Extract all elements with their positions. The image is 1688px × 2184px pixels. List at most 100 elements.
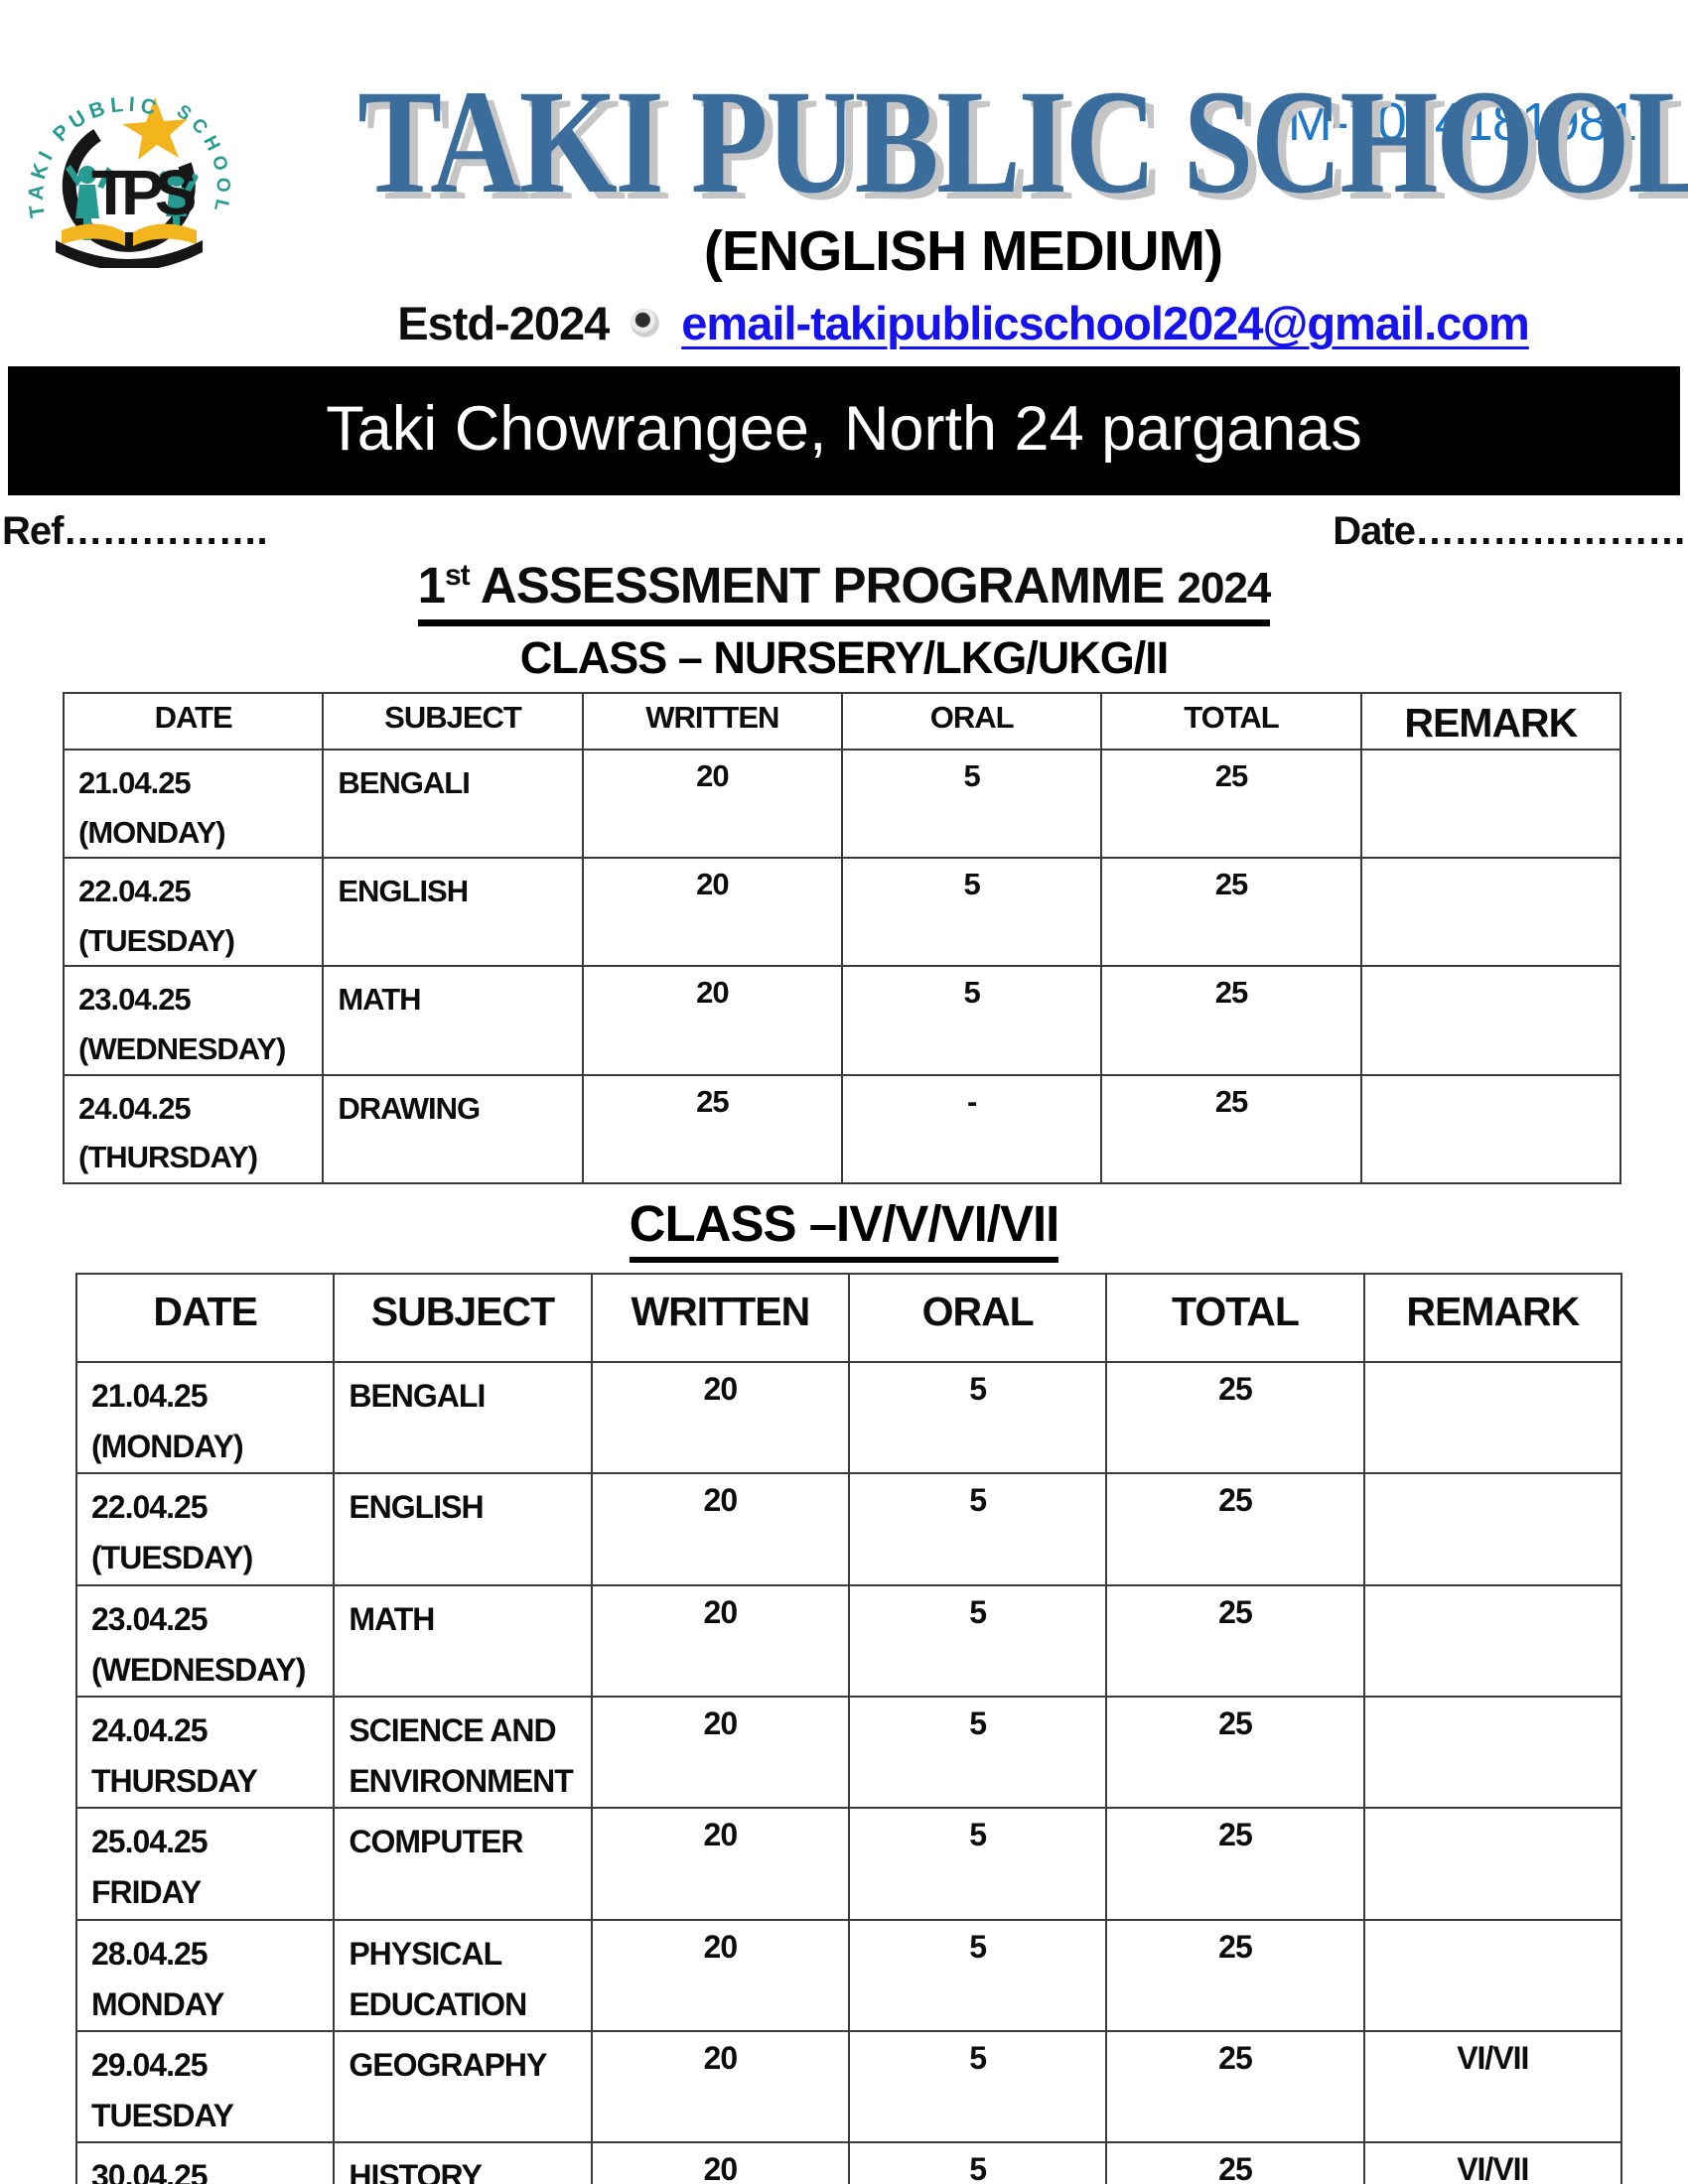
cell-written: 20: [590, 1472, 850, 1586]
cell-remark: VI/VII: [1362, 2141, 1623, 2184]
cell-written: 25: [581, 1073, 843, 1184]
table-row: 22.04.25 (TUESDAY) ENGLISH 20 5 25: [62, 857, 1622, 968]
cell-oral: 5: [847, 1360, 1108, 1475]
cell-written: 20: [590, 1807, 850, 1921]
cell-remark: [1359, 965, 1622, 1076]
logo-child-right-icon: [159, 171, 199, 235]
table-row: 21.04.25 (MONDAY) BENGALI 20 5 25: [62, 748, 1622, 860]
logo-star-icon: [122, 97, 188, 160]
cell-date: 21.04.25 (MONDAY): [62, 748, 325, 860]
cell-oral: 5: [847, 2141, 1108, 2184]
cell-oral: 5: [840, 857, 1103, 968]
cell-total: 25: [1105, 1472, 1365, 1586]
class-heading-nursery: CLASS – NURSERY/LKG/UKG/II: [519, 632, 1169, 683]
title-year: 2024: [1177, 564, 1272, 613]
cell-total: 25: [1105, 1918, 1365, 2033]
cell-total: 25: [1100, 1073, 1362, 1184]
cell-total: 25: [1105, 2029, 1365, 2144]
table-header-row: DATE SUBJECT WRITTEN ORAL TOTAL REMARK: [62, 692, 1622, 751]
column-header-date: DATE: [62, 692, 325, 751]
cell-date: 23.04.25 (WEDNESDAY): [74, 1583, 336, 1698]
cell-written: 20: [590, 1918, 850, 2033]
cell-remark: VI/VII: [1362, 2029, 1623, 2144]
title-text: ASSESSMENT PROGRAMME: [469, 557, 1178, 614]
assessment-table-senior: DATE SUBJECT WRITTEN ORAL TOTAL REMARK 21.04.…: [74, 1272, 1623, 2184]
table-row: 22.04.25 (TUESDAY) ENGLISH 20 5 25: [74, 1472, 1623, 1586]
cell-date: 24.04.25 THURSDAY: [74, 1695, 336, 1810]
column-header-written: WRITTEN: [581, 692, 843, 751]
cell-remark: [1359, 1073, 1622, 1184]
table-row: 28.04.25 MONDAY PHYSICAL EDUCATION 20 5 25: [74, 1918, 1623, 2033]
bullet-icon: [631, 309, 660, 338]
cell-oral: 5: [847, 1695, 1108, 1810]
cell-subject: HISTORY: [333, 2141, 593, 2184]
cell-written: 20: [581, 965, 843, 1076]
cell-total: 25: [1100, 965, 1362, 1076]
cell-subject: MATH: [322, 965, 584, 1076]
cell-date: 23.04.25 (WEDNESDAY): [62, 965, 325, 1076]
cell-written: 20: [590, 1360, 850, 1475]
cell-date: 22.04.25 (TUESDAY): [74, 1472, 336, 1586]
logo-child-left-icon: [66, 165, 112, 240]
address-banner: Taki Chowrangee, North 24 parganas: [8, 366, 1680, 495]
cell-subject: PHYSICAL EDUCATION: [333, 1918, 593, 2033]
cell-date: 28.04.25 MONDAY: [74, 1918, 336, 2033]
cell-date: 22.04.25 (TUESDAY): [62, 857, 325, 968]
cell-oral: 5: [847, 1472, 1108, 1586]
header: M-7074181981 TAKI PUBLIC SCHOOL: [0, 68, 1688, 350]
table-row: 29.04.25 TUESDAY GEOGRAPHY 20 5 25 VI/VII: [74, 2029, 1623, 2144]
cell-total: 25: [1105, 1583, 1365, 1698]
estd-label: Estd-2024: [397, 297, 610, 349]
phone-number: M-7074181981: [1287, 92, 1637, 152]
cell-oral: 5: [840, 965, 1103, 1076]
cell-subject: ENGLISH: [333, 1472, 593, 1586]
cell-total: 25: [1105, 1360, 1365, 1475]
title-number: 1: [417, 557, 446, 614]
school-name: TAKI PUBLIC SCHOOL: [357, 60, 1688, 224]
cell-remark: [1359, 857, 1622, 968]
column-header-date: DATE: [74, 1272, 336, 1363]
logo-monogram: TPS: [91, 157, 196, 228]
cell-date: 24.04.25 (THURSDAY): [62, 1073, 325, 1184]
cell-date: 25.04.25 FRIDAY: [74, 1807, 336, 1921]
cell-remark: [1359, 748, 1622, 860]
cell-remark: [1362, 1695, 1623, 1810]
cell-remark: [1362, 1360, 1623, 1475]
cell-total: 25: [1105, 2141, 1365, 2184]
ref-date-row: Ref……………. Date…………………: [0, 495, 1688, 554]
column-header-written: WRITTEN: [590, 1272, 850, 1363]
cell-subject: SCIENCE AND ENVIRONMENT: [333, 1695, 593, 1810]
cell-oral: -: [840, 1073, 1103, 1184]
school-logo-icon: TAKI PUBLIC SCHOOL: [25, 91, 232, 271]
cell-date: 30.04.25 WEDNESDAY: [74, 2141, 336, 2184]
table-row: 23.04.25 (WEDNESDAY) MATH 20 5 25: [62, 965, 1622, 1076]
cell-remark: [1362, 1472, 1623, 1586]
cell-subject: GEOGRAPHY: [333, 2029, 593, 2144]
cell-subject: MATH: [333, 1583, 593, 1698]
column-header-subject: SUBJECT: [333, 1272, 593, 1363]
cell-written: 20: [590, 1583, 850, 1698]
cell-remark: [1362, 1807, 1623, 1921]
cell-total: 25: [1100, 748, 1362, 860]
programme-title: 1st ASSESSMENT PROGRAMME 2024: [0, 556, 1688, 626]
cell-date: 21.04.25 (MONDAY): [74, 1360, 336, 1475]
cell-oral: 5: [847, 1918, 1108, 2033]
cell-written: 20: [590, 2141, 850, 2184]
cell-written: 20: [581, 748, 843, 860]
column-header-subject: SUBJECT: [322, 692, 584, 751]
column-header-total: TOTAL: [1105, 1272, 1365, 1363]
cell-date: 29.04.25 TUESDAY: [74, 2029, 336, 2144]
email-link[interactable]: email-takipublicschool2024@gmail.com: [681, 297, 1530, 349]
cell-total: 25: [1105, 1695, 1365, 1810]
ref-label: Ref…………….: [2, 509, 268, 553]
cell-remark: [1362, 1918, 1623, 2033]
date-label: Date…………………: [1333, 509, 1687, 553]
column-header-oral: ORAL: [840, 692, 1103, 751]
estd-line: Estd-2024 email-takipublicschool2024@gma…: [238, 296, 1688, 350]
table-row: 30.04.25 WEDNESDAYHISTORY20525VI/VII: [74, 2141, 1623, 2184]
table-row: 25.04.25 FRIDAY COMPUTER 20 5 25: [74, 1807, 1623, 1921]
cell-written: 20: [590, 2029, 850, 2144]
assessment-table-nursery: DATE SUBJECT WRITTEN ORAL TOTAL REMARK 21.04.…: [62, 692, 1622, 1184]
column-header-total: TOTAL: [1100, 692, 1362, 751]
